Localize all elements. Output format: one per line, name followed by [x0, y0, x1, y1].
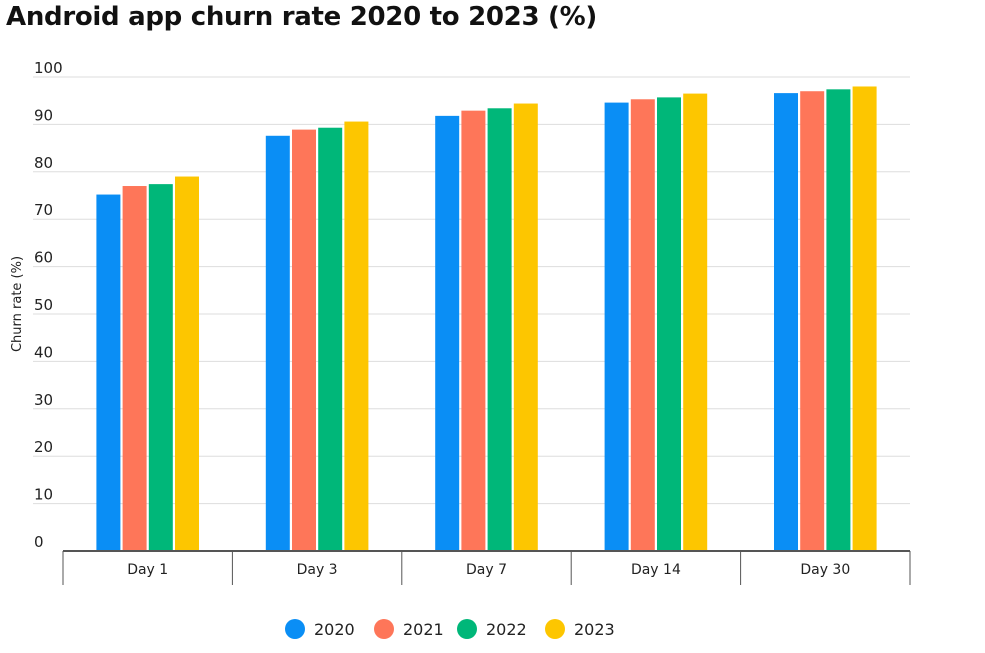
x-axis-categories: Day 1 Day 3 Day 7 Day 14 Day 30 — [127, 562, 850, 578]
legend: 2020 2021 2022 2023 — [285, 619, 615, 639]
bars — [96, 86, 877, 552]
bar-2023-day-7 — [513, 103, 538, 551]
bar-2020-day-30 — [774, 93, 798, 551]
x-category-label: Day 14 — [631, 562, 681, 578]
x-category-label: Day 1 — [127, 562, 168, 578]
bar-2020-day-3 — [265, 135, 290, 551]
legend-marker-2022 — [457, 619, 477, 639]
bar-2022-day-1 — [148, 184, 173, 551]
y-axis-title: Churn rate (%) — [10, 256, 25, 352]
y-axis-ticks: 0 10 20 30 40 50 60 70 80 90 100 — [34, 59, 63, 551]
y-tick-label: 40 — [34, 343, 53, 361]
bar-2022-day-7 — [487, 108, 512, 551]
y-tick-label: 0 — [34, 533, 44, 551]
bar-2023-day-14 — [683, 93, 708, 551]
x-category-label: Day 3 — [297, 562, 338, 578]
legend-label-2021: 2021 — [403, 620, 444, 639]
y-tick-label: 100 — [34, 59, 63, 77]
bar-2021-day-14 — [630, 99, 655, 551]
y-tick-label: 90 — [34, 106, 53, 124]
bar-2021-day-30 — [800, 91, 825, 551]
bar-2020-day-1 — [96, 194, 121, 551]
y-tick-label: 80 — [34, 154, 53, 172]
legend-marker-2020 — [285, 619, 305, 639]
legend-label-2020: 2020 — [314, 620, 355, 639]
legend-label-2022: 2022 — [486, 620, 527, 639]
legend-label-2023: 2023 — [574, 620, 615, 639]
x-category-label: Day 30 — [800, 562, 850, 578]
bar-2022-day-3 — [318, 127, 343, 551]
bar-2023-day-3 — [344, 121, 369, 551]
legend-marker-2021 — [374, 619, 394, 639]
bar-2020-day-7 — [435, 115, 460, 552]
bar-2023-day-30 — [852, 86, 877, 551]
bar-2020-day-14 — [604, 102, 629, 551]
y-tick-label: 30 — [34, 391, 53, 409]
y-tick-label: 60 — [34, 249, 53, 267]
y-tick-label: 70 — [34, 201, 53, 219]
legend-marker-2023 — [545, 619, 565, 639]
y-tick-label: 50 — [34, 296, 53, 314]
y-tick-label: 20 — [34, 438, 53, 456]
bar-2022-day-30 — [826, 89, 851, 551]
x-axis — [62, 550, 911, 585]
bar-2022-day-14 — [657, 97, 681, 552]
bar-2023-day-1 — [175, 176, 199, 552]
bar-2021-day-3 — [292, 129, 316, 551]
y-tick-label: 10 — [34, 486, 53, 504]
chart-title: Android app churn rate 2020 to 2023 (%) — [6, 2, 597, 32]
bar-2021-day-1 — [122, 186, 147, 551]
bar-2021-day-7 — [461, 110, 486, 552]
x-category-label: Day 7 — [466, 562, 507, 578]
